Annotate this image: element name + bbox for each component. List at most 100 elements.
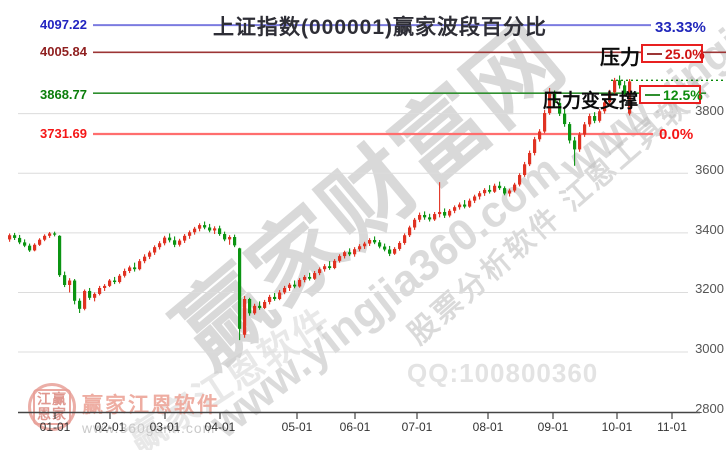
candle: [478, 193, 482, 197]
candle: [168, 237, 172, 241]
candle: [368, 239, 372, 244]
band-price-0: 3731.69: [16, 126, 88, 141]
candle: [328, 266, 332, 269]
candle: [613, 80, 617, 93]
candle: [8, 235, 12, 240]
logo-seal-row2: 恩家: [37, 406, 67, 422]
candle: [393, 248, 397, 254]
candle: [468, 200, 472, 207]
candle: [313, 273, 317, 279]
candle: [488, 189, 492, 192]
candle: [253, 305, 257, 314]
candle: [588, 116, 592, 125]
candle: [238, 248, 242, 329]
candle: [58, 235, 62, 276]
candle: [298, 279, 302, 287]
candle: [533, 139, 537, 153]
y-axis-label-2800: 2800: [695, 400, 724, 416]
candle: [163, 237, 167, 244]
x-axis-label-02-01: 02-01: [94, 420, 126, 434]
candle: [463, 204, 467, 207]
candle: [68, 280, 72, 285]
candle: [173, 240, 177, 245]
candle: [528, 152, 532, 165]
candle: [568, 124, 572, 141]
candle: [403, 235, 407, 243]
candle: [348, 252, 352, 255]
candle: [193, 228, 197, 233]
candle: [443, 211, 447, 216]
band-price-25: 4005.84: [16, 44, 88, 59]
candle: [623, 85, 627, 94]
y-axis-label-3600: 3600: [695, 162, 724, 178]
candle: [98, 287, 102, 294]
candle: [358, 246, 362, 250]
candle: [38, 239, 42, 245]
logo-seal-row1: 江赢: [37, 391, 67, 407]
candle: [103, 285, 107, 288]
resistance-turned-support-tag: 压力变支撑: [542, 91, 638, 112]
candle: [88, 290, 92, 298]
candle: [53, 233, 57, 235]
candle: [518, 175, 522, 185]
candle: [558, 102, 562, 114]
candle: [268, 296, 272, 302]
candle: [208, 227, 212, 231]
line-swatch-dark-red: [647, 52, 662, 55]
candle: [153, 247, 157, 253]
candle: [218, 228, 222, 235]
candle: [398, 242, 402, 249]
resistance-tag: 压力: [600, 47, 640, 69]
candle: [523, 164, 527, 176]
logo-name: 赢家江恩软件: [82, 394, 220, 417]
x-axis-label-10-01: 10-01: [601, 420, 633, 434]
candle: [18, 237, 22, 243]
candle: [233, 237, 237, 246]
candle: [498, 185, 502, 189]
x-axis-label-03-01: 03-01: [149, 420, 181, 434]
candle: [563, 113, 567, 125]
candle: [373, 239, 377, 243]
candle: [343, 252, 347, 257]
candle: [543, 113, 547, 132]
band-pct-0: 0.0%: [659, 126, 694, 143]
candle: [308, 276, 312, 279]
candle: [553, 92, 557, 103]
candle: [213, 228, 217, 231]
y-axis-label-3400: 3400: [695, 221, 724, 237]
candle: [23, 242, 27, 246]
line-swatch-green: [645, 93, 660, 96]
candle: [73, 280, 77, 301]
candle: [508, 190, 512, 194]
candle: [408, 227, 412, 236]
x-axis-label-09-01: 09-01: [537, 420, 569, 434]
band-price-12: 3868.77: [16, 87, 88, 102]
candle: [363, 243, 367, 247]
candle: [353, 249, 357, 255]
candle: [503, 188, 507, 194]
candle: [258, 305, 262, 308]
candle: [483, 189, 487, 194]
candle: [288, 284, 292, 288]
chart-title: 上证指数(000001)赢家波段百分比: [212, 16, 548, 39]
candle: [33, 244, 37, 251]
y-axis-label-3200: 3200: [695, 281, 724, 297]
candle: [453, 207, 457, 211]
y-axis-label-3000: 3000: [695, 341, 724, 357]
x-axis-label-08-01: 08-01: [472, 420, 504, 434]
candle: [423, 214, 427, 218]
x-axis-label-01-01: 01-01: [39, 420, 71, 434]
candle: [433, 214, 437, 220]
band-price-33: 4097.22: [16, 17, 88, 32]
candle: [318, 269, 322, 274]
band-pct-12-box: 12.5%: [639, 85, 703, 104]
candle: [48, 233, 52, 236]
candle: [183, 235, 187, 241]
candle: [388, 249, 392, 254]
band-pct-25: 25.0%: [665, 45, 705, 62]
candle: [548, 92, 552, 114]
candle: [603, 102, 607, 112]
logo-seal-icon: 江赢 恩家: [28, 383, 76, 431]
